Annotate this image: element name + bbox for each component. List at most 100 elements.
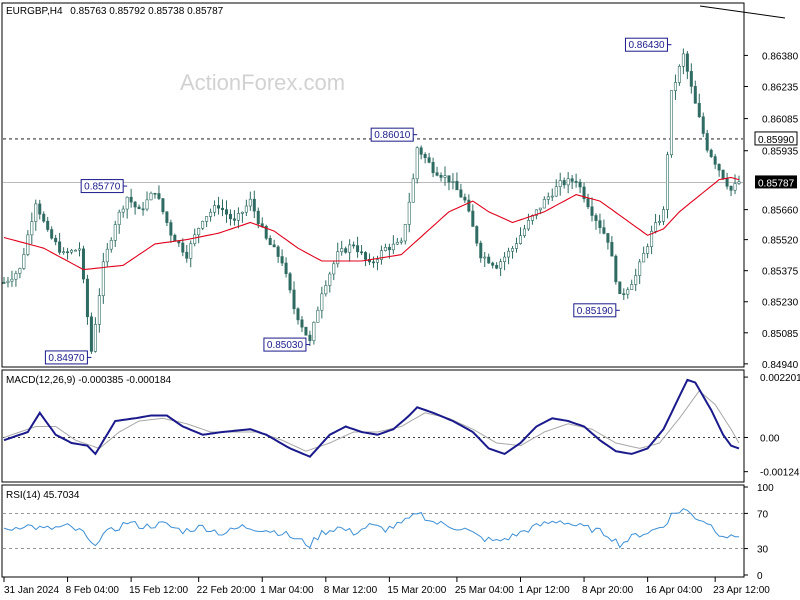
candle-body [427,157,431,163]
x-tick-label: 15 Mar 20:00 [387,585,446,596]
quote-values: 0.85763 0.85792 0.85738 0.85787 [70,6,223,17]
candle-body [97,295,101,325]
annotation-box [80,179,124,194]
candle-body [256,210,260,225]
candle-body [550,195,554,198]
candle-body [312,322,316,341]
candle-body [58,241,62,253]
annotation-box [624,37,668,52]
candle-body [129,196,133,203]
macd-layer: 0.002201 0.00 -0.001246 [3,373,800,479]
x-tick-label: 16 Apr 04:00 [646,585,703,596]
candle-body [288,273,292,291]
candle-body [244,205,248,213]
candle-body [554,186,558,197]
price-tick-label: 0.85085 [762,329,799,340]
x-tick-label: 31 Jan 2024 [4,585,59,596]
candle-body [463,196,467,201]
candle-body [399,240,403,243]
candle-body [296,308,300,321]
candle-body [582,186,586,200]
x-axis-layer: 31 Jan 2024 8 Feb 04:00 15 Feb 12:00 22 Feb… [3,577,770,596]
candle-body [507,250,511,258]
candle-body [280,256,284,264]
candle-body [42,213,46,222]
candle-body [669,90,673,156]
candle-body [662,209,666,222]
price-tick-label: 0.86235 [762,82,799,93]
candle-body [149,192,153,201]
candle-body [205,216,209,222]
candle-body [328,273,332,286]
macd-tick-label: 0.00 [760,433,780,444]
candle-body [121,208,125,213]
rsi-line [3,508,740,549]
candle-body [558,180,562,188]
macd-panel [1,369,745,483]
resistance-tag [754,131,798,146]
candle-body [487,256,491,264]
candle-body [538,207,542,211]
candle-body [50,229,54,239]
rsi-tick-label: 0 [757,571,763,582]
x-tick-label: 8 Feb 04:00 [66,585,120,596]
candle-body [70,249,74,253]
candle-body [137,206,141,210]
price-tick-label: 0.86380 [762,51,799,62]
annotation-label: 0.85190 [577,306,614,317]
candle-body [570,178,574,182]
x-tick-label: 25 Mar 04:00 [455,585,514,596]
x-tick-label: 1 Mar 04:00 [260,585,314,596]
resistance-tag-label: 0.85990 [758,135,795,146]
candle-body [673,82,677,91]
symbol-header: EURGBP,H4 0.85763 0.85792 0.85738 0.8578… [6,6,224,17]
candle-body [467,199,471,212]
candle-body [157,193,161,199]
candle-body [407,201,411,225]
annotation-box [263,337,307,352]
annotation-box [44,350,88,365]
candle-body [590,206,594,216]
candle-body [2,282,6,284]
candle-body [725,178,729,187]
candle-body [606,233,610,243]
candle-body [252,198,256,212]
candle-body [693,86,697,104]
candle-body [340,248,344,253]
candle-body [292,289,296,310]
candle-body [697,102,701,118]
macd-main-line [3,378,740,458]
rsi-layer: 100 70 30 0 [3,483,774,582]
candle-body [379,250,383,260]
candle-body [578,181,582,188]
candle-body [630,284,634,290]
candle-body [145,199,149,210]
candle-body [650,230,654,247]
rsi-title: RSI(14) 45.7034 [6,490,80,501]
candle-body [721,169,725,179]
candle-body [594,215,598,221]
candle-body [598,220,602,228]
candle-body [232,218,236,221]
candle-body [709,149,713,157]
candle-body [89,316,93,352]
candle-body [93,324,97,352]
candle-body [681,53,685,67]
candle-body [447,175,451,183]
candle-body [677,66,681,83]
price-tick-label: 0.85935 [762,147,799,158]
candle-body [371,261,375,264]
candle-body [320,293,324,311]
annotation-label: 0.85770 [84,182,121,193]
candle-body [14,273,18,280]
annotation-box [370,127,414,142]
candle-body [415,147,419,180]
price-tick-label: 0.85520 [762,236,799,247]
candle-body [729,185,733,191]
candle-body [193,234,197,245]
candle-body [34,203,38,222]
candle-body [614,255,618,283]
candle-body [475,226,479,244]
candle-body [495,265,499,269]
